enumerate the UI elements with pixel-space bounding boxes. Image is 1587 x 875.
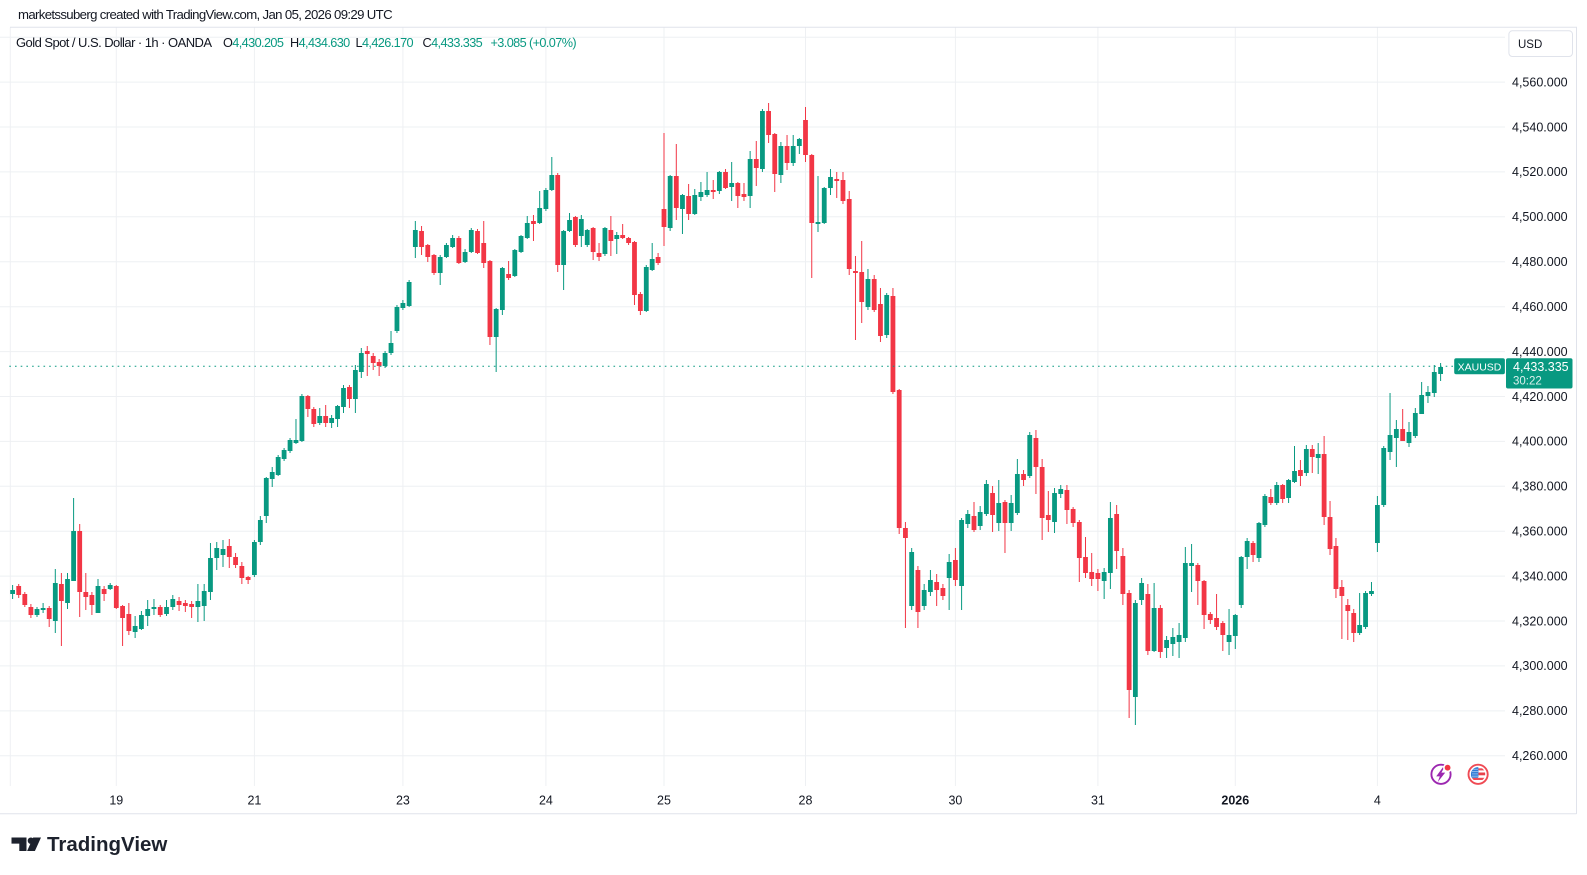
svg-text:4,433.335: 4,433.335 [1513, 360, 1569, 374]
svg-text:21: 21 [247, 794, 261, 808]
svg-text:23: 23 [396, 794, 410, 808]
svg-text:marketssuberg created with Tra: marketssuberg created with TradingView.c… [18, 7, 393, 22]
svg-text:TradingView: TradingView [47, 833, 167, 856]
svg-text:4,480.000: 4,480.000 [1512, 255, 1568, 269]
svg-text:4,560.000: 4,560.000 [1512, 75, 1568, 89]
svg-text:XAUUSD: XAUUSD [1458, 361, 1502, 373]
svg-text:4,460.000: 4,460.000 [1512, 300, 1568, 314]
svg-text:30: 30 [948, 794, 962, 808]
svg-text:4,520.000: 4,520.000 [1512, 165, 1568, 179]
svg-text:4,500.000: 4,500.000 [1512, 210, 1568, 224]
svg-text:4,440.000: 4,440.000 [1512, 345, 1568, 359]
svg-text:4,340.000: 4,340.000 [1512, 569, 1568, 583]
svg-text:4,380.000: 4,380.000 [1512, 480, 1568, 494]
svg-text:O4,430.205: O4,430.205 [223, 36, 284, 50]
svg-text:2026: 2026 [1221, 794, 1249, 808]
svg-text:4,360.000: 4,360.000 [1512, 525, 1568, 539]
svg-text:30:22: 30:22 [1513, 376, 1542, 388]
svg-text:31: 31 [1091, 794, 1105, 808]
svg-text:4,260.000: 4,260.000 [1512, 749, 1568, 763]
svg-text:24: 24 [539, 794, 553, 808]
svg-text:4,300.000: 4,300.000 [1512, 659, 1568, 673]
svg-text:4,540.000: 4,540.000 [1512, 120, 1568, 134]
svg-text:L4,426.170: L4,426.170 [356, 36, 414, 50]
svg-text:4,280.000: 4,280.000 [1512, 704, 1568, 718]
svg-text:4,320.000: 4,320.000 [1512, 614, 1568, 628]
svg-text:4,400.000: 4,400.000 [1512, 435, 1568, 449]
svg-text:H4,434.630: H4,434.630 [290, 36, 350, 50]
svg-text:4: 4 [1374, 794, 1381, 808]
svg-text:28: 28 [799, 794, 813, 808]
svg-text:19: 19 [109, 794, 123, 808]
svg-text:Gold Spot / U.S. Dollar · 1h ·: Gold Spot / U.S. Dollar · 1h · OANDA [16, 35, 212, 50]
svg-text:C4,433.335: C4,433.335 [423, 36, 483, 50]
svg-text:25: 25 [657, 794, 671, 808]
svg-text:USD: USD [1518, 39, 1542, 51]
svg-text:4,420.000: 4,420.000 [1512, 390, 1568, 404]
svg-text:+3.085 (+0.07%): +3.085 (+0.07%) [491, 36, 577, 50]
